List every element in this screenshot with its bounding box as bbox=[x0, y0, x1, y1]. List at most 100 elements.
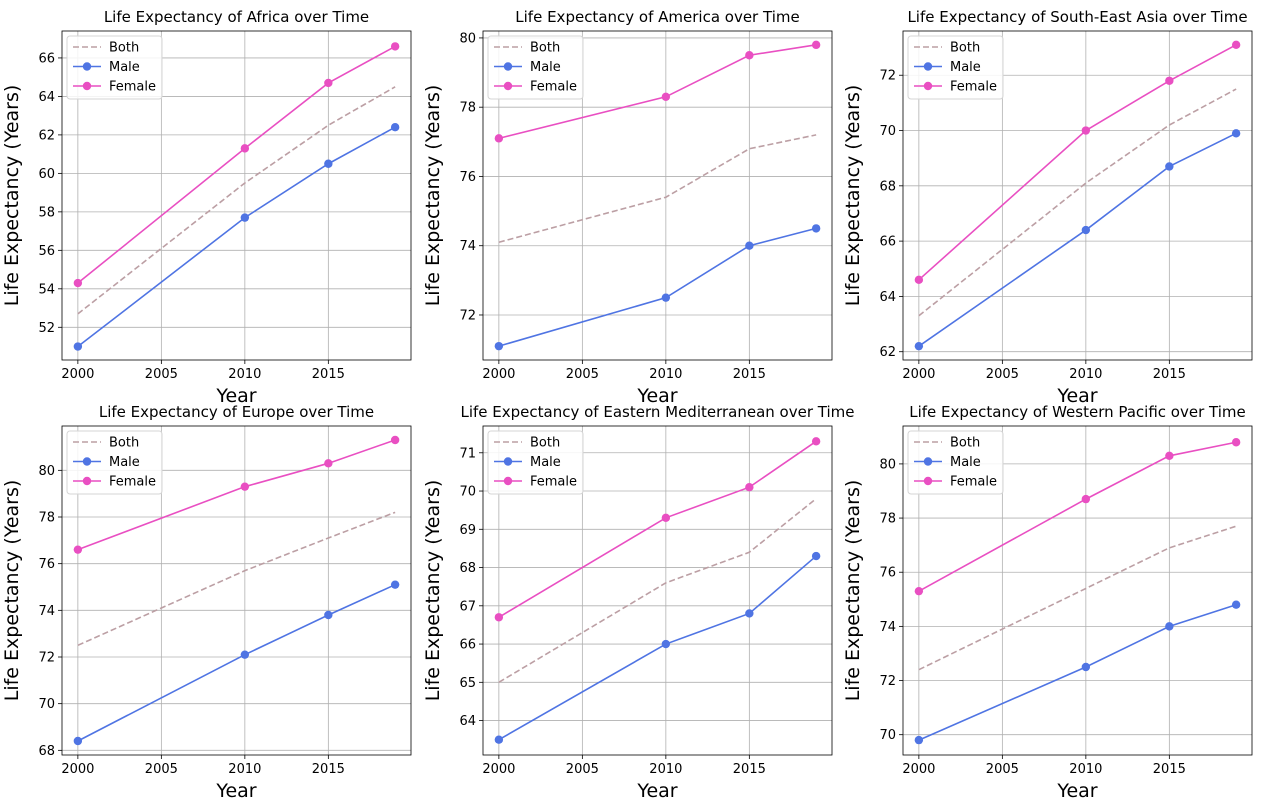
data-point-female bbox=[324, 78, 333, 88]
x-tick-label: 2010 bbox=[1069, 762, 1102, 777]
data-point-female bbox=[1231, 40, 1241, 50]
legend-label-female: Female bbox=[530, 475, 577, 490]
x-tick-label: 2000 bbox=[482, 762, 515, 777]
y-axis-label: Life Expectancy (Years) bbox=[1, 85, 23, 307]
axes-frame bbox=[902, 30, 1253, 361]
series-line-female bbox=[77, 45, 396, 284]
legend-label-female: Female bbox=[530, 80, 577, 95]
y-tick-label: 76 bbox=[38, 557, 55, 572]
legend-label-male: Male bbox=[530, 455, 561, 470]
y-tick-label: 72 bbox=[459, 308, 476, 323]
x-tick-label: 2010 bbox=[228, 762, 261, 777]
y-tick-label: 70 bbox=[879, 728, 896, 743]
x-tick-label: 2010 bbox=[649, 762, 682, 777]
x-tick-label: 2000 bbox=[902, 762, 935, 777]
y-tick-label: 76 bbox=[459, 170, 476, 185]
chart-title: Life Expectancy of South-East Asia over … bbox=[907, 8, 1247, 26]
x-tick-label: 2015 bbox=[733, 367, 766, 382]
data-point-male bbox=[494, 341, 504, 351]
x-axis-label: Year bbox=[215, 780, 256, 802]
data-point-female bbox=[914, 586, 924, 596]
x-tick-label: 2000 bbox=[482, 367, 515, 382]
y-tick-label: 78 bbox=[38, 511, 55, 526]
legend-marker-male bbox=[503, 62, 513, 71]
y-tick-label: 66 bbox=[459, 638, 476, 653]
legend-label-both: Both bbox=[109, 436, 139, 451]
data-point-female bbox=[745, 51, 754, 60]
legend: Both Male Female bbox=[487, 430, 584, 495]
series-line-both bbox=[918, 525, 1237, 671]
y-tick-label: 52 bbox=[38, 321, 55, 336]
y-tick-label: 68 bbox=[879, 179, 896, 194]
y-tick-label: 58 bbox=[38, 205, 55, 220]
x-tick-label: 2010 bbox=[1069, 367, 1102, 382]
legend-box bbox=[487, 430, 584, 495]
legend-label-both: Both bbox=[109, 41, 139, 56]
data-point-female bbox=[73, 545, 83, 554]
y-tick-label: 80 bbox=[879, 457, 896, 472]
legend-marker-male bbox=[923, 62, 933, 71]
legend-marker-female bbox=[82, 476, 92, 486]
series-line-male bbox=[498, 555, 817, 741]
x-tick-label: 2005 bbox=[986, 762, 1019, 777]
x-axis-label: Year bbox=[1056, 385, 1097, 407]
x-tick-label: 2015 bbox=[733, 762, 766, 777]
data-point-female bbox=[240, 482, 250, 491]
y-axis-label: Life Expectancy (Years) bbox=[1, 480, 23, 702]
legend-marker-male bbox=[82, 62, 92, 71]
series-line-male bbox=[498, 227, 817, 347]
x-axis-label: Year bbox=[636, 780, 677, 802]
series-line-both bbox=[498, 498, 817, 683]
y-tick-label: 64 bbox=[38, 90, 55, 105]
legend-label-male: Male bbox=[109, 455, 140, 470]
legend: Both Male Female bbox=[66, 35, 163, 100]
y-axis-label: Life Expectancy (Years) bbox=[422, 85, 444, 307]
x-tick-label: 2005 bbox=[145, 367, 178, 382]
y-tick-label: 62 bbox=[38, 128, 55, 143]
y-tick-label: 72 bbox=[879, 69, 896, 84]
y-tick-label: 70 bbox=[879, 124, 896, 139]
y-tick-label: 78 bbox=[459, 101, 476, 116]
legend-label-both: Both bbox=[530, 41, 560, 56]
series-line-both bbox=[498, 134, 817, 244]
legend-box bbox=[487, 35, 584, 100]
data-point-male bbox=[745, 241, 754, 250]
data-point-male bbox=[745, 609, 754, 618]
series-line-female bbox=[498, 440, 817, 618]
gridlines bbox=[903, 426, 1252, 755]
y-tick-label: 68 bbox=[459, 561, 476, 576]
axes-frame bbox=[482, 30, 833, 361]
data-point-female bbox=[1165, 451, 1174, 460]
y-tick-label: 72 bbox=[38, 651, 55, 666]
y-tick-label: 74 bbox=[38, 604, 55, 619]
x-tick-label: 2005 bbox=[566, 367, 599, 382]
legend-label-both: Both bbox=[530, 436, 560, 451]
y-tick-label: 80 bbox=[459, 31, 476, 46]
chart-title: Life Expectancy of Western Pacific over … bbox=[909, 403, 1246, 421]
x-tick-label: 2000 bbox=[61, 367, 94, 382]
data-point-male bbox=[1165, 162, 1174, 171]
y-tick-label: 76 bbox=[879, 566, 896, 581]
x-tick-label: 2010 bbox=[649, 367, 682, 382]
data-point-female bbox=[240, 144, 250, 153]
series-line-both bbox=[918, 88, 1237, 317]
data-point-male bbox=[390, 580, 400, 589]
legend-box bbox=[907, 430, 1004, 495]
legend-label-female: Female bbox=[950, 80, 997, 95]
data-point-male bbox=[324, 610, 333, 620]
data-point-female bbox=[1165, 76, 1174, 85]
x-tick-label: 2005 bbox=[566, 762, 599, 777]
y-tick-label: 64 bbox=[459, 714, 476, 729]
x-tick-label: 2015 bbox=[312, 762, 345, 777]
legend-label-both: Both bbox=[950, 436, 980, 451]
legend-label-male: Male bbox=[950, 60, 981, 75]
legend-box bbox=[66, 35, 163, 100]
data-point-male bbox=[73, 736, 83, 746]
y-tick-label: 64 bbox=[879, 290, 896, 305]
y-axis-label: Life Expectancy (Years) bbox=[842, 480, 864, 702]
data-point-female bbox=[1231, 438, 1241, 447]
data-point-male bbox=[661, 293, 671, 302]
x-axis-label: Year bbox=[636, 385, 677, 407]
y-tick-label: 70 bbox=[38, 697, 55, 712]
x-tick-label: 2005 bbox=[145, 762, 178, 777]
